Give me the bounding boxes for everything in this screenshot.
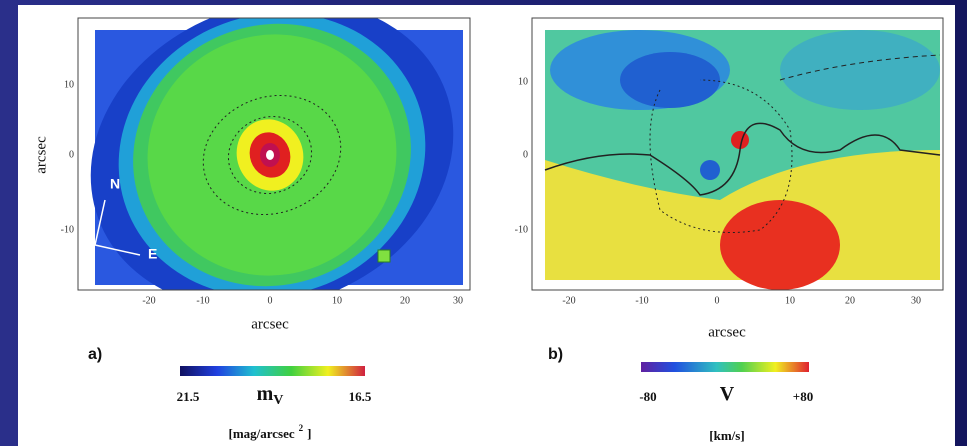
x-tick-label: -20 — [562, 295, 575, 306]
x-tick-label: 10 — [785, 295, 795, 306]
y-tick-label: 10 — [518, 76, 528, 87]
y-tick-label: 0 — [69, 149, 74, 160]
x-tick-label: -10 — [196, 295, 209, 306]
colorbar-max: +80 — [793, 389, 813, 404]
x-tick-label: 10 — [332, 295, 342, 306]
colorbar-symbol: mV — [257, 383, 284, 409]
plot-frame — [531, 17, 944, 291]
y-tick-label: -10 — [515, 224, 528, 235]
colorbar-min: -80 — [639, 389, 656, 404]
y-axis-label: arcsec — [33, 136, 49, 174]
unit-end: ] — [307, 426, 311, 441]
y-tick-label: 0 — [523, 149, 528, 160]
x-axis-label: arcsec — [251, 316, 289, 332]
y-tick-label: 10 — [64, 79, 74, 90]
x-axis-label: arcsec — [708, 324, 746, 340]
x-tick-label: 30 — [911, 295, 921, 306]
colorbar-unit: [km/s] — [709, 428, 744, 443]
x-tick-label: -10 — [635, 295, 648, 306]
unit: [mag/arcsec — [228, 426, 294, 441]
plot-frame — [77, 17, 471, 291]
unit: [km/s] — [709, 428, 744, 443]
colorbar-min: 21.5 — [177, 389, 200, 404]
symbol: m — [257, 383, 274, 405]
colorbar — [180, 366, 365, 376]
subscript: V — [273, 393, 283, 408]
compass-north: N — [110, 176, 120, 192]
x-tick-label: 0 — [268, 295, 273, 306]
panel-label: b) — [548, 346, 563, 363]
x-tick-label: 0 — [715, 295, 720, 306]
compass-east: E — [148, 246, 157, 262]
x-tick-label: 20 — [845, 295, 855, 306]
colorbar-unit: [mag/arcsec 2] — [228, 423, 311, 441]
compass-arrows — [94, 199, 141, 256]
colorbar-symbol: V — [720, 383, 735, 405]
brightness-map — [78, 18, 470, 290]
x-tick-label: -20 — [142, 295, 155, 306]
y-tick-label: -10 — [61, 224, 74, 235]
symbol: V — [720, 383, 735, 405]
x-tick-label: 20 — [400, 295, 410, 306]
colorbar-max: 16.5 — [349, 389, 372, 404]
x-tick-label: 30 — [453, 295, 463, 306]
panel-label: a) — [88, 346, 102, 363]
colorbar — [641, 362, 809, 372]
unit-sup: 2 — [299, 423, 304, 433]
velocity-map — [532, 18, 943, 290]
